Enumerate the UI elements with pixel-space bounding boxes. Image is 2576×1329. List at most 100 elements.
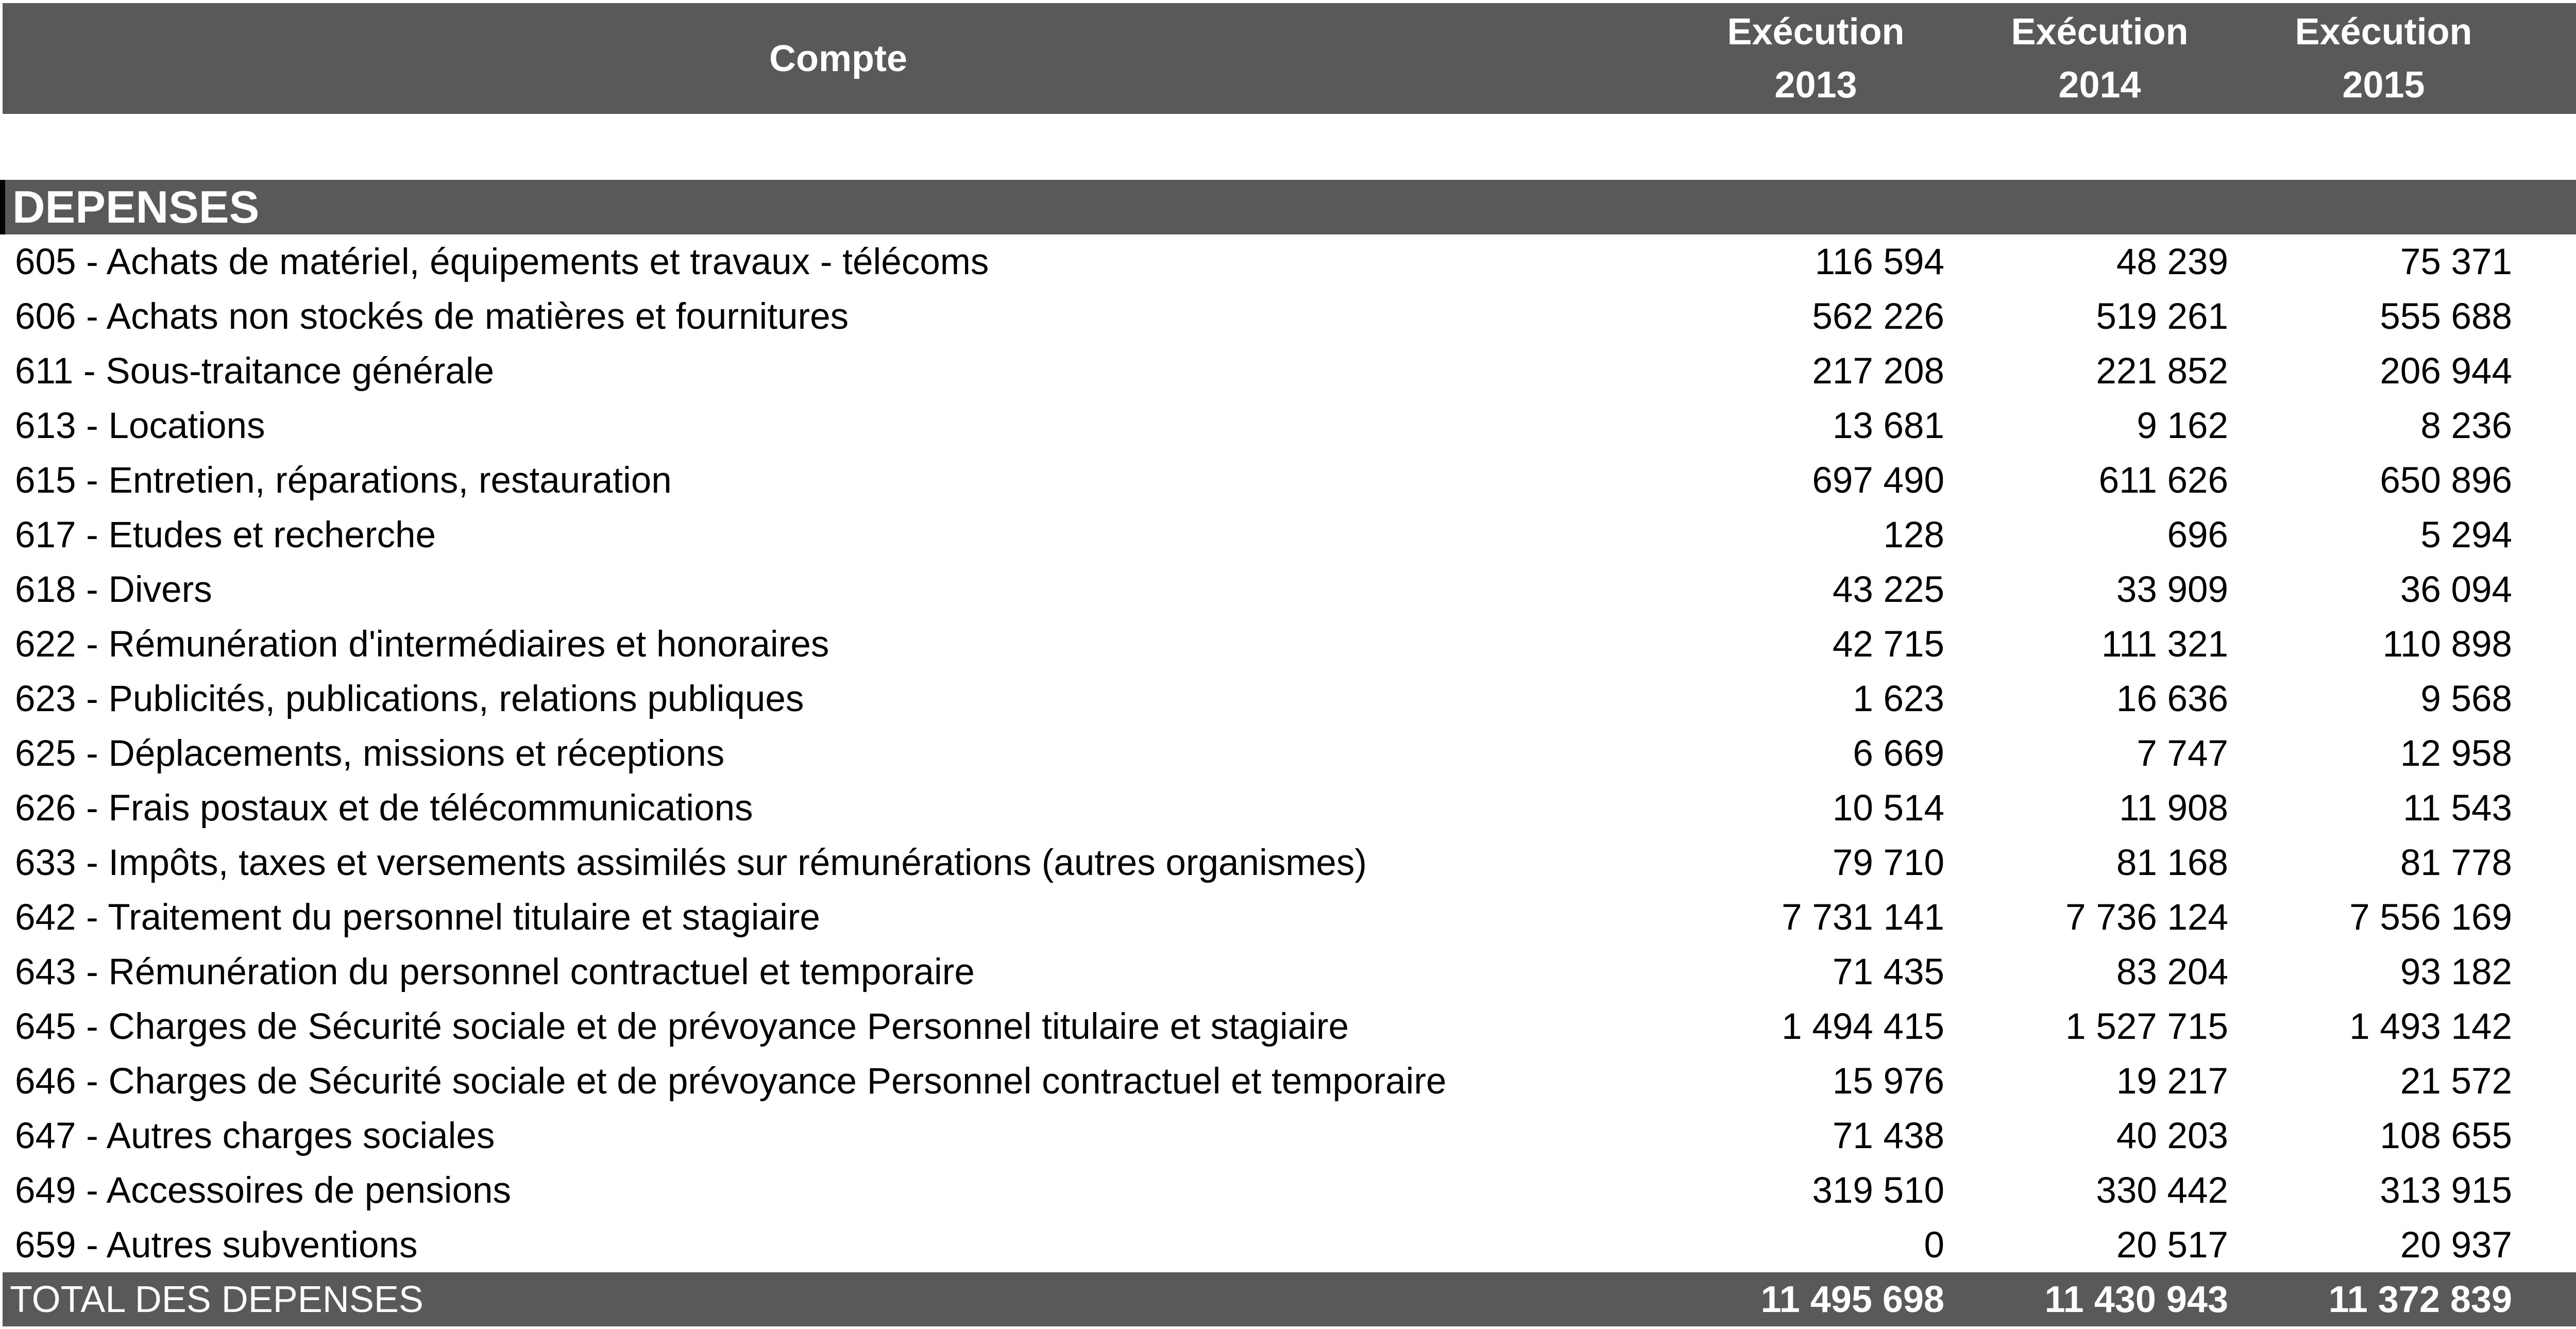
account-label: 625 - Déplacements, missions et réceptio… [3, 726, 1674, 781]
value-cell: 221 852 [1958, 344, 2242, 398]
value-cell: 83 204 [1958, 945, 2242, 999]
account-label: 622 - Rémunération d'intermédiaires et h… [3, 617, 1674, 671]
value-cell: 1 447 993 [2526, 999, 2576, 1054]
value-cell: 20 517 [1958, 1218, 2242, 1272]
value-cell: 72 652 [2526, 617, 2576, 671]
value-cell: 740 643 [2526, 453, 2576, 508]
account-label: 649 - Accessoires de pensions [3, 1163, 1674, 1218]
table-row: 633 - Impôts, taxes et versements assimi… [3, 835, 2576, 890]
value-cell: 206 944 [2242, 344, 2526, 398]
account-label: 611 - Sous-traitance générale [3, 344, 1674, 398]
table-row: 645 - Charges de Sécurité sociale et de … [3, 999, 2576, 1054]
value-cell: 48 239 [1958, 234, 2242, 289]
value-cell: 54 520 [2526, 1108, 2576, 1163]
value-cell: 19 469 [2526, 671, 2576, 726]
value-cell: 108 655 [2242, 1108, 2526, 1163]
year-column-header-2013: Exécution 2013 [1674, 3, 1958, 114]
account-label: 613 - Locations [3, 398, 1674, 453]
value-cell: 20 937 [2242, 1218, 2526, 1272]
value-cell: 1 494 415 [1674, 999, 1958, 1054]
value-cell: 697 490 [1674, 453, 1958, 508]
value-cell: 33 909 [1958, 562, 2242, 617]
year-header-year: 2016 [2526, 59, 2576, 111]
value-cell: 543 757 [2526, 289, 2576, 344]
value-cell: 11 543 [2242, 781, 2526, 835]
value-cell: 298 452 [2526, 1163, 2576, 1218]
value-cell: 696 [1958, 508, 2242, 562]
value-cell: 116 594 [1674, 234, 1958, 289]
value-cell: 1 623 [1674, 671, 1958, 726]
value-cell: 93 182 [2242, 945, 2526, 999]
account-label: 659 - Autres subventions [3, 1218, 1674, 1272]
value-cell: 12 958 [2242, 726, 2526, 781]
year-header-year: 2013 [1774, 64, 1857, 106]
section-title: DEPENSES [0, 180, 2576, 234]
table-row: 623 - Publicités, publications, relation… [3, 671, 2576, 726]
value-cell: 110 898 [2242, 617, 2526, 671]
value-cell: 217 208 [1674, 344, 1958, 398]
year-header-year: 2015 [2342, 64, 2425, 106]
value-cell: 81 778 [2242, 835, 2526, 890]
year-header-label: Exécution [2295, 11, 2472, 53]
total-value-cell: 11 372 839 [2242, 1272, 2526, 1326]
year-header-year: 2014 [2058, 64, 2141, 106]
table-row: 606 - Achats non stockés de matières et … [3, 289, 2576, 344]
value-cell: 71 435 [1674, 945, 1958, 999]
account-label: 615 - Entretien, réparations, restaurati… [3, 453, 1674, 508]
account-label: 618 - Divers [3, 562, 1674, 617]
table-row: 626 - Frais postaux et de télécommunicat… [3, 781, 2576, 835]
total-value-cell: 11 495 698 [1674, 1272, 1958, 1326]
table-row: 622 - Rémunération d'intermédiaires et h… [3, 617, 2576, 671]
value-cell: 81 168 [1958, 835, 2242, 890]
value-cell: 40 203 [1958, 1108, 2242, 1163]
table-row: 649 - Accessoires de pensions 319 510 330 … [3, 1163, 2576, 1218]
value-cell: 21 572 [2242, 1054, 2526, 1108]
year-header-label: Exécution [2526, 6, 2576, 58]
value-cell: 231 386 [2526, 344, 2576, 398]
total-label: TOTAL DES DEPENSES [3, 1272, 1674, 1326]
value-cell: 36 094 [2242, 562, 2526, 617]
value-cell: 19 217 [1958, 1054, 2242, 1108]
value-cell: 5 294 [2242, 508, 2526, 562]
value-cell: 79 710 [1674, 835, 1958, 890]
value-cell: 7 731 141 [1674, 890, 1958, 945]
account-label: 605 - Achats de matériel, équipements et… [3, 234, 1674, 289]
total-row: TOTAL DES DEPENSES 11 495 698 11 430 943 1… [3, 1272, 2576, 1326]
value-cell: 20 972 [2526, 1054, 2576, 1108]
value-cell: 75 371 [2242, 234, 2526, 289]
year-column-header-2015: Exécution 2015 [2242, 3, 2526, 114]
table-row: 615 - Entretien, réparations, restaurati… [3, 453, 2576, 508]
value-cell: 555 688 [2242, 289, 2526, 344]
table-row: 643 - Rémunération du personnel contract… [3, 945, 2576, 999]
value-cell: 7 456 269 [2526, 890, 2576, 945]
value-cell: 91 078 [2526, 945, 2576, 999]
value-cell: 42 715 [1674, 617, 1958, 671]
value-cell: 7 736 124 [1958, 890, 2242, 945]
account-label: 646 - Charges de Sécurité sociale et de … [3, 1054, 1674, 1108]
value-cell: 34 839 [2526, 562, 2576, 617]
account-label: 633 - Impôts, taxes et versements assimi… [3, 835, 1674, 890]
value-cell: 11 700 [2526, 781, 2576, 835]
table-row: 647 - Autres charges sociales 71 438 40 20… [3, 1108, 2576, 1163]
value-cell: 1 527 715 [1958, 999, 2242, 1054]
table-row: 642 - Traitement du personnel titulaire … [3, 890, 2576, 945]
total-value-cell: 11 430 943 [1958, 1272, 2242, 1326]
table-row: 646 - Charges de Sécurité sociale et de … [3, 1054, 2576, 1108]
value-cell: 650 896 [2242, 453, 2526, 508]
table-header-row: Compte Exécution 2013 Exécution 2014 Exécuti… [3, 3, 2576, 114]
value-cell: 111 321 [1958, 617, 2242, 671]
table-row: 625 - Déplacements, missions et réceptio… [3, 726, 2576, 781]
account-label: 617 - Etudes et recherche [3, 508, 1674, 562]
value-cell: 84 303 [2526, 835, 2576, 890]
value-cell: 71 438 [1674, 1108, 1958, 1163]
value-cell: 128 [1674, 508, 1958, 562]
total-value-cell: 11 235 887 [2526, 1272, 2576, 1326]
compte-column-header: Compte [3, 3, 1674, 114]
value-cell: 6 669 [1674, 726, 1958, 781]
table-row: 611 - Sous-traitance générale 217 208 221 … [3, 344, 2576, 398]
year-column-header-2014: Exécution 2014 [1958, 3, 2242, 114]
account-label: 643 - Rémunération du personnel contract… [3, 945, 1674, 999]
value-cell: 10 514 [1674, 781, 1958, 835]
